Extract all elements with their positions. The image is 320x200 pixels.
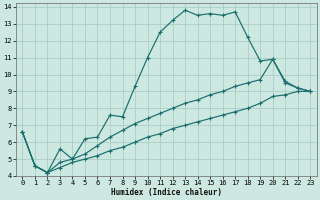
X-axis label: Humidex (Indice chaleur): Humidex (Indice chaleur) [111,188,222,197]
